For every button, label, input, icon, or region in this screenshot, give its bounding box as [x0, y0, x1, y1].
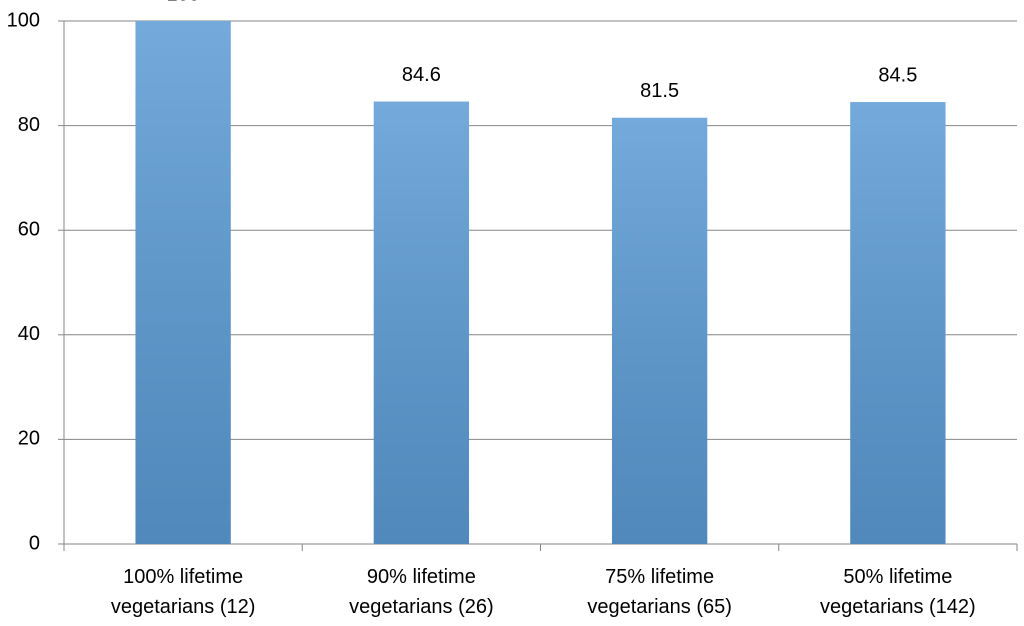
y-tick-label: 0: [29, 532, 40, 554]
bar: [135, 21, 231, 544]
y-tick-label: 40: [18, 323, 40, 345]
bar: [373, 101, 470, 545]
x-tick-label: 75% lifetime vegetarians (65): [587, 566, 732, 618]
value-label: 81.5: [640, 80, 679, 102]
x-tick-label: 90% lifetime vegetarians (26): [349, 566, 494, 618]
y-tick-label: 100: [7, 9, 40, 31]
x-tick-label: 100% lifetime vegetarians (12): [111, 566, 256, 618]
bar: [850, 102, 946, 544]
bar: [611, 117, 708, 544]
value-label: 84.5: [878, 64, 917, 86]
y-tick-label: 80: [18, 114, 40, 136]
value-label: 84.6: [402, 64, 441, 86]
y-tick-label: 20: [18, 428, 40, 450]
y-tick-label: 60: [18, 218, 40, 240]
x-tick-label: 50% lifetime vegetarians (142): [820, 566, 976, 618]
value-label: 100: [166, 0, 199, 5]
